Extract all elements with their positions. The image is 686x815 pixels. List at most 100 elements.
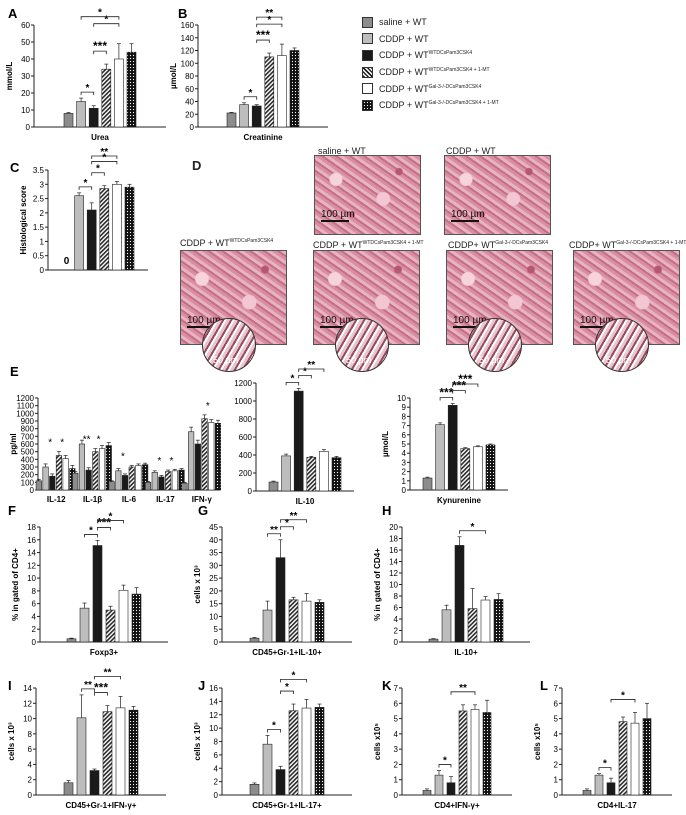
y-tick-label: 10 <box>209 612 218 621</box>
significance-bracket <box>610 699 636 703</box>
panel-label: I <box>8 678 12 693</box>
y-tick-label: 8 <box>214 738 219 747</box>
y-axis-label: Histological score <box>19 185 28 254</box>
significance-bracket <box>452 390 466 394</box>
y-tick-label: 0 <box>394 791 399 800</box>
significance-bracket <box>94 692 108 696</box>
x-category-label: IFN-γ <box>192 495 213 504</box>
significance-bracket <box>280 690 294 695</box>
significance-label: *** <box>452 379 466 393</box>
micrograph-title: CDDP+ WTGal-3-/-DCsPam3CSK4 <box>448 240 549 250</box>
y-tick-label: 20 <box>185 110 194 119</box>
significance-label: * <box>102 152 106 163</box>
legend-swatch <box>362 33 373 45</box>
y-tick-label: 0.5 <box>33 252 45 261</box>
significance-label: * <box>157 456 161 467</box>
legend-swatch <box>362 49 373 61</box>
scale-label: 100 µm <box>321 209 355 220</box>
significance-bracket <box>438 764 452 768</box>
significance-bracket <box>94 676 121 680</box>
y-tick-label: 400 <box>21 455 35 464</box>
y-tick-label: 7 <box>554 684 559 693</box>
legend-item: CDDP + WTGal-3-/-DCsPam3CSK4 + 1-MT <box>362 97 499 114</box>
micrograph-inset: 50 µm <box>468 318 522 372</box>
bar <box>101 68 112 128</box>
y-tick-label: 6 <box>554 699 559 708</box>
scale-label: 100 µm <box>451 209 485 220</box>
y-tick-label: 4 <box>402 449 407 458</box>
bar <box>618 721 628 796</box>
significance-label: *** <box>97 515 111 529</box>
bar <box>99 188 110 271</box>
micrograph-title: CDDP+ WTGal-3-/-DCsPam3CSK4 + 1-MT <box>569 240 686 250</box>
y-tick-label: 1000 <box>234 397 252 406</box>
legend-item: saline + WT <box>362 14 499 31</box>
significance-bracket <box>459 530 486 534</box>
legend-swatch <box>362 83 373 95</box>
y-tick-label: 120 <box>181 47 195 56</box>
y-tick-label: 0 <box>30 486 35 495</box>
x-axis-label: Foxp3+ <box>90 648 119 657</box>
bar <box>214 422 221 491</box>
significance-bracket <box>280 526 294 530</box>
y-tick-label: 12 <box>209 711 218 720</box>
y-tick-label: 4 <box>394 730 399 739</box>
significance-label: * <box>60 438 64 449</box>
y-tick-label: 0 <box>214 638 219 647</box>
bar <box>89 770 100 796</box>
significance-label: * <box>89 525 93 536</box>
zero-label: 0 <box>64 256 70 267</box>
significance-bracket <box>298 375 312 379</box>
significance-bracket <box>256 16 283 21</box>
y-tick-label: 10 <box>397 394 406 403</box>
inset-scale-label: 50 µm <box>479 355 505 365</box>
x-axis-label: Kynurenine <box>437 496 482 505</box>
significance-bracket <box>285 382 300 386</box>
bar <box>251 105 262 128</box>
scale-bar <box>453 326 481 328</box>
bar <box>171 470 178 491</box>
bar <box>264 56 275 128</box>
significance-label: * <box>290 373 294 384</box>
panel-label: E <box>10 364 19 379</box>
bar <box>249 637 260 643</box>
micrograph-image: 100 µm <box>573 250 680 345</box>
y-tick-label: 1200 <box>234 379 252 388</box>
bar <box>85 469 92 491</box>
y-axis-label: pg/ml <box>9 433 18 454</box>
significance-label: ** <box>100 147 108 158</box>
y-tick-label: 40 <box>209 536 218 545</box>
y-axis-label: µmol/L <box>381 431 390 457</box>
bar <box>118 589 129 643</box>
micrograph-title: CDDP + WTWTDCsPam3CSK4 + 1-MT <box>313 240 424 250</box>
y-tick-label: 0 <box>32 638 37 647</box>
significance-bracket <box>450 691 476 695</box>
significance-label: * <box>109 511 113 522</box>
significance-label: * <box>267 15 271 26</box>
bar <box>314 707 325 796</box>
bar <box>188 431 195 491</box>
legend-swatch <box>362 16 373 28</box>
bar <box>630 722 640 796</box>
bar <box>422 477 433 491</box>
panel-label: D <box>192 158 202 173</box>
bar <box>201 418 208 491</box>
significance-label: * <box>443 756 447 767</box>
x-category-label: IL-6 <box>122 495 137 504</box>
micrograph-title: CDDP + WTWTDCsPam3CSK4 <box>180 238 274 248</box>
significance-label: ** <box>104 667 112 678</box>
y-tick-label: 14 <box>23 684 32 693</box>
bar <box>435 424 445 491</box>
bar <box>99 448 106 491</box>
y-tick-label: 1 <box>40 237 45 246</box>
y-tick-label: 0 <box>214 791 219 800</box>
y-tick-label: 0 <box>402 486 407 495</box>
bar <box>194 443 201 491</box>
bar <box>55 455 63 491</box>
bar <box>122 475 129 491</box>
bar <box>594 774 604 796</box>
y-tick-label: 700 <box>21 432 35 441</box>
y-tick-label: 0 <box>248 487 253 496</box>
y-tick-label: 12 <box>23 699 32 708</box>
inset-scale-label: 50 µm <box>606 355 632 365</box>
